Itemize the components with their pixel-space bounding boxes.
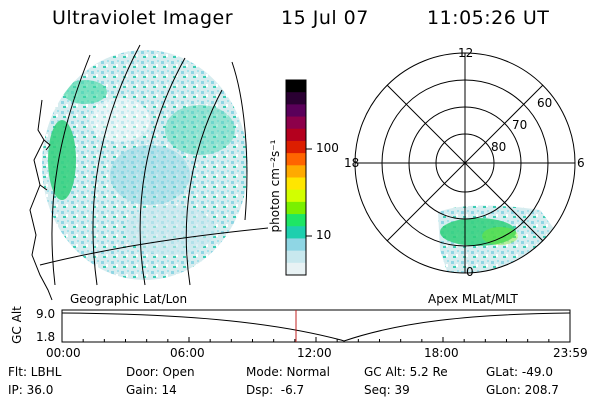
colorbar-segment	[286, 189, 306, 203]
lat-label-70: 70	[512, 118, 528, 132]
altitude-curve	[61, 312, 571, 342]
altitude-ylabel: GC Alt	[9, 306, 24, 344]
colorbar-tick-100: 100	[316, 141, 339, 155]
colorbar-segment	[286, 177, 306, 191]
geographic-image	[29, 44, 269, 301]
colorbar-segment	[286, 250, 306, 264]
colorbar	[285, 79, 312, 276]
observation-date: 15 Jul 07	[281, 7, 369, 29]
dsp-info: Dsp: -6.7	[246, 383, 305, 397]
colorbar-unit-label: photon cm⁻²s⁻¹	[268, 139, 282, 233]
glon-info: GLon: 208.7	[486, 383, 559, 397]
xtick-2359: 23:59	[553, 346, 588, 360]
right-panel-label: Apex MLat/MLT	[428, 292, 518, 306]
filter-info: Flt: LBHL	[8, 365, 62, 379]
mlt-label-0: 0	[466, 265, 474, 279]
colorbar-segment	[286, 140, 306, 154]
xtick-0000: 00:00	[46, 346, 81, 360]
gc-alt-info: GC Alt: 5.2 Re	[364, 365, 448, 379]
ip-info: IP: 36.0	[8, 383, 54, 397]
altitude-ytick-bottom: 1.8	[36, 330, 56, 344]
gain-info: Gain: 14	[126, 383, 177, 397]
colorbar-segment	[286, 165, 306, 178]
colorbar-segment	[286, 262, 306, 276]
colorbar-segment	[286, 214, 306, 227]
xtick-1200: 12:00	[297, 346, 332, 360]
lat-label-80: 80	[491, 140, 507, 154]
coastline	[29, 99, 53, 301]
geographic-grid	[39, 44, 269, 286]
altitude-ytick-top: 9.0	[36, 307, 56, 321]
colorbar-segment	[286, 104, 306, 118]
colorbar-segment	[286, 116, 306, 130]
left-panel-label: Geographic Lat/Lon	[70, 292, 188, 306]
observation-time: 11:05:26 UT	[427, 7, 550, 29]
glat-info: GLat: -49.0	[486, 365, 553, 379]
mlt-label-18: 18	[344, 156, 360, 170]
xtick-1800: 18:00	[424, 346, 459, 360]
seq-info: Seq: 39	[364, 383, 410, 397]
door-info: Door: Open	[126, 365, 195, 379]
mlt-label-12: 12	[458, 46, 474, 60]
lat-label-60: 60	[537, 96, 553, 110]
colorbar-segment	[286, 201, 306, 215]
polar-plot	[354, 52, 576, 274]
colorbar-segment	[286, 80, 306, 93]
colorbar-segment	[286, 226, 306, 239]
altitude-plot	[61, 309, 571, 343]
colorbar-segment	[286, 128, 306, 142]
mode-info: Mode: Normal	[246, 365, 330, 379]
colorbar-segment	[286, 92, 306, 105]
mlt-label-6: 6	[577, 156, 585, 170]
colorbar-segment	[286, 238, 306, 252]
colorbar-tick-10: 10	[316, 228, 332, 242]
xtick-0600: 06:00	[170, 346, 205, 360]
instrument-title: Ultraviolet Imager	[52, 7, 234, 29]
colorbar-segment	[286, 153, 306, 166]
